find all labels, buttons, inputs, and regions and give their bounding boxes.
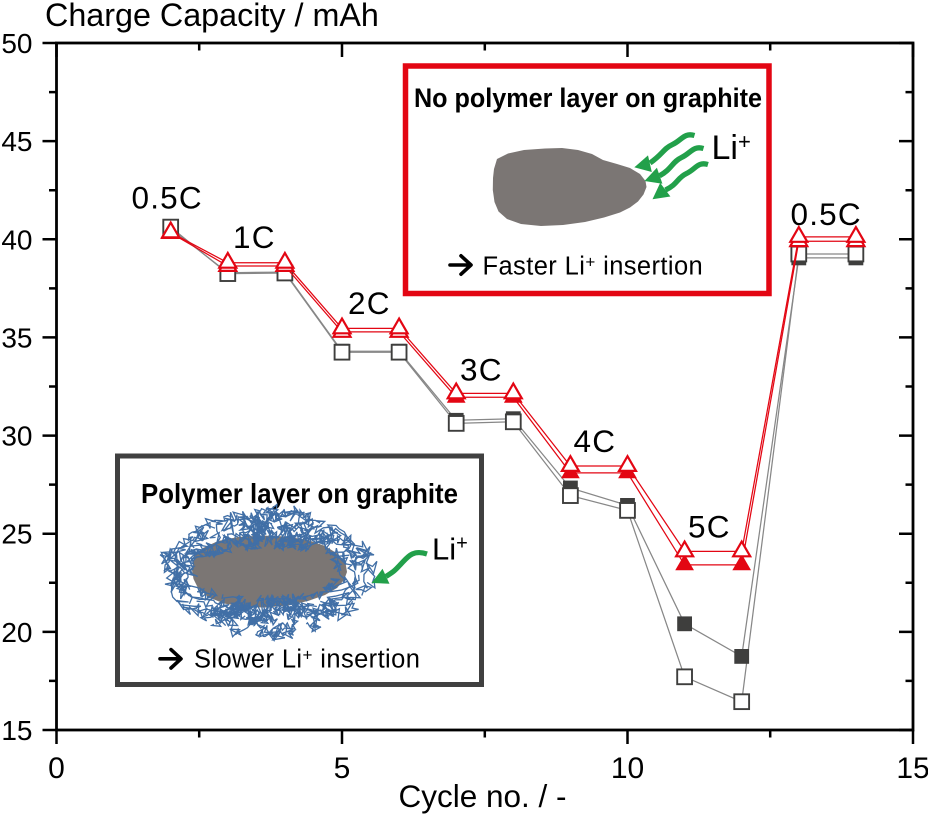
svg-text:0.5C: 0.5C — [791, 196, 862, 232]
svg-text:2C: 2C — [348, 285, 391, 321]
svg-text:35: 35 — [1, 322, 32, 353]
svg-text:No polymer layer on graphite: No polymer layer on graphite — [414, 83, 762, 113]
svg-text:15: 15 — [1, 715, 32, 746]
svg-text:25: 25 — [1, 519, 32, 550]
svg-text:5C: 5C — [688, 509, 731, 545]
svg-text:0: 0 — [48, 752, 65, 785]
svg-text:50: 50 — [1, 28, 32, 59]
svg-text:4C: 4C — [574, 423, 617, 459]
svg-text:10: 10 — [611, 752, 644, 785]
svg-text:40: 40 — [1, 224, 32, 255]
svg-text:Li+: Li+ — [712, 129, 751, 167]
svg-text:Charge Capacity / mAh: Charge Capacity / mAh — [45, 0, 379, 33]
svg-text:0.5C: 0.5C — [132, 180, 203, 216]
svg-text:5: 5 — [334, 752, 351, 785]
svg-text:1C: 1C — [233, 219, 276, 255]
svg-text:20: 20 — [1, 617, 32, 648]
svg-text:3C: 3C — [460, 352, 503, 388]
svg-text:15: 15 — [896, 752, 928, 785]
svg-text:Faster Li+ insertion: Faster Li+ insertion — [483, 253, 704, 281]
svg-text:Cycle no. / -: Cycle no. / - — [398, 778, 566, 814]
svg-text:45: 45 — [1, 126, 32, 157]
svg-text:Polymer layer on graphite: Polymer layer on graphite — [141, 478, 458, 509]
svg-text:30: 30 — [1, 421, 32, 452]
